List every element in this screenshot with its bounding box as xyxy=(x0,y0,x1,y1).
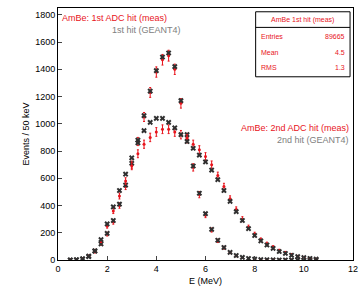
svg-text:10: 10 xyxy=(299,264,309,274)
svg-text:12: 12 xyxy=(348,264,358,274)
svg-text:1800: 1800 xyxy=(35,10,55,20)
svg-text:8: 8 xyxy=(252,264,257,274)
svg-text:Events / 50 keV: Events / 50 keV xyxy=(21,102,31,165)
svg-text:1.3: 1.3 xyxy=(335,64,345,71)
svg-text:Entries: Entries xyxy=(261,33,283,40)
svg-text:200: 200 xyxy=(40,228,55,238)
svg-text:AmBe: 1st ADC hit (meas): AmBe: 1st ADC hit (meas) xyxy=(62,13,167,23)
svg-text:1200: 1200 xyxy=(35,92,55,102)
svg-text:AmBe 1st hit (meas): AmBe 1st hit (meas) xyxy=(271,16,334,24)
svg-text:4: 4 xyxy=(154,264,159,274)
svg-text:600: 600 xyxy=(40,173,55,183)
svg-text:1600: 1600 xyxy=(35,37,55,47)
svg-text:2nd hit (GEANT4): 2nd hit (GEANT4) xyxy=(277,135,349,145)
svg-text:Mean: Mean xyxy=(261,49,279,56)
svg-text:6: 6 xyxy=(203,264,208,274)
svg-text:1st hit (GEANT4): 1st hit (GEANT4) xyxy=(112,25,181,35)
svg-text:0: 0 xyxy=(55,264,60,274)
svg-text:RMS: RMS xyxy=(261,64,277,71)
svg-text:E (MeV): E (MeV) xyxy=(189,276,222,286)
svg-text:4.5: 4.5 xyxy=(335,49,345,56)
svg-text:2: 2 xyxy=(105,264,110,274)
svg-text:400: 400 xyxy=(40,201,55,211)
svg-text:1000: 1000 xyxy=(35,119,55,129)
svg-text:800: 800 xyxy=(40,146,55,156)
svg-text:89665: 89665 xyxy=(325,33,345,40)
svg-text:1400: 1400 xyxy=(35,64,55,74)
svg-text:0: 0 xyxy=(50,255,55,265)
svg-text:AmBe: 2nd ADC hit (meas): AmBe: 2nd ADC hit (meas) xyxy=(241,123,349,133)
